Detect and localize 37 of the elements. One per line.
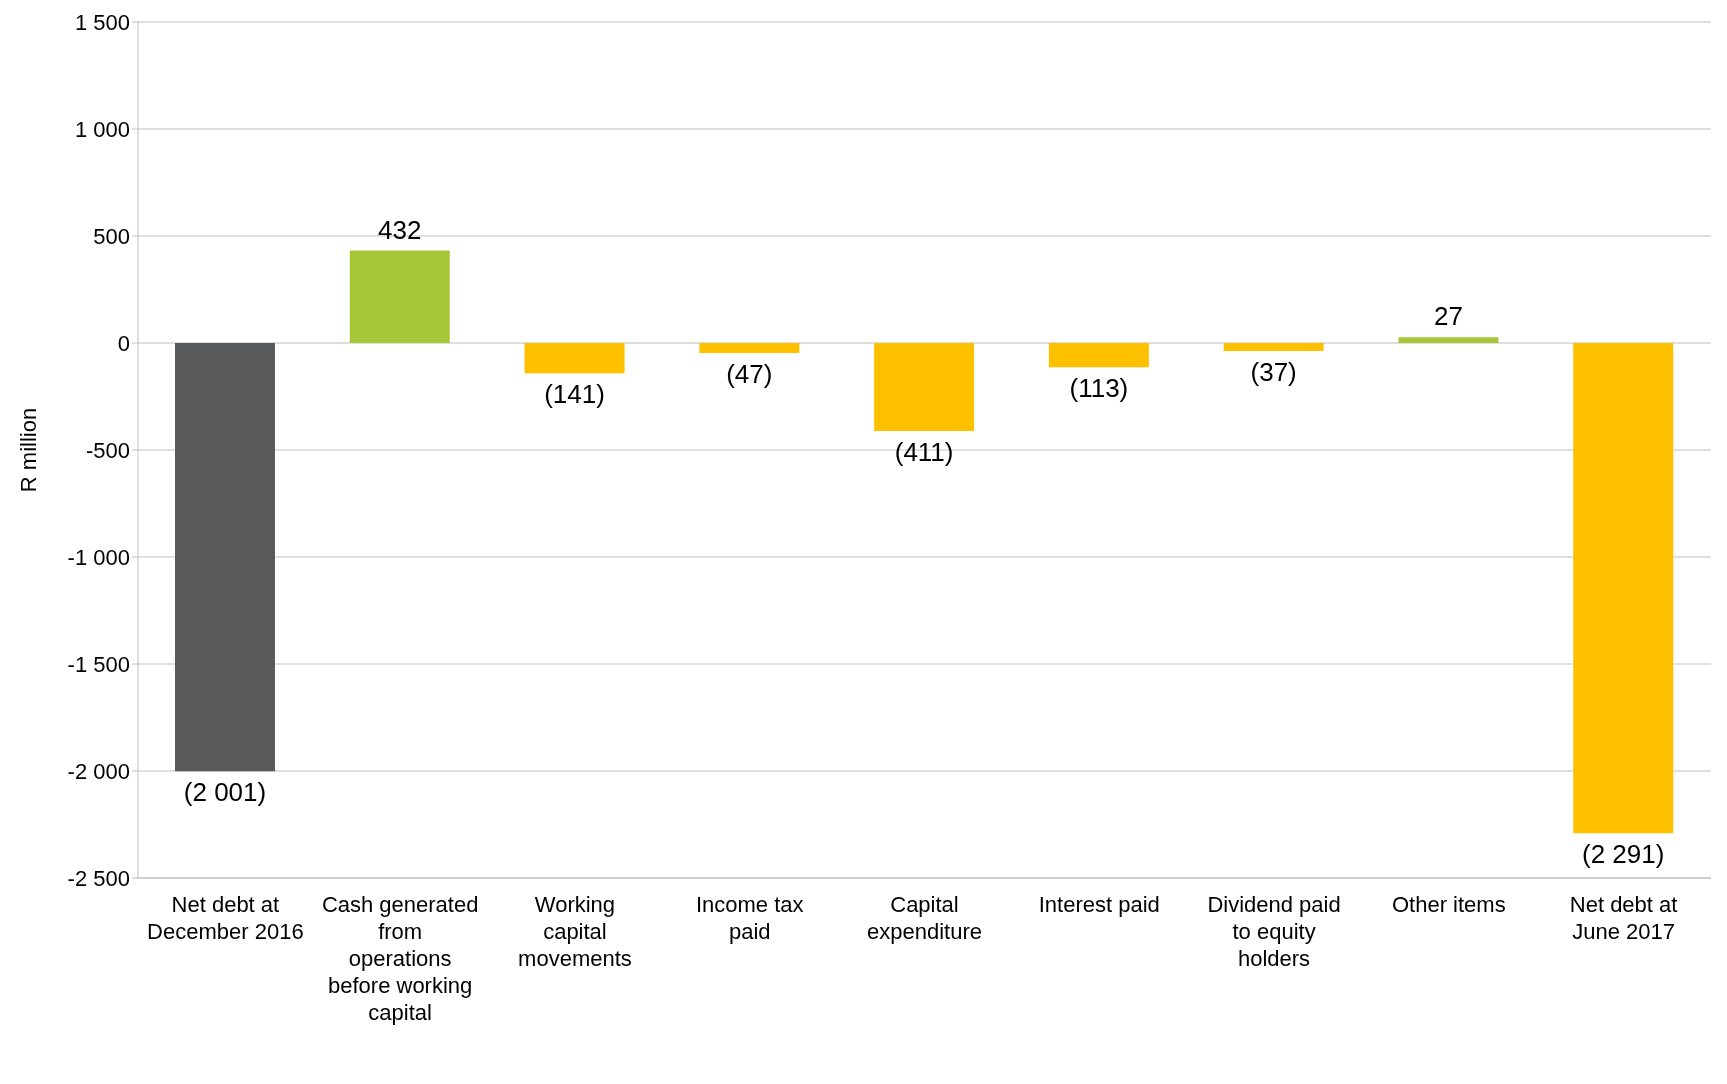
data-label: (141) [544,379,605,410]
bar [874,343,975,431]
bar [175,343,275,772]
data-label: 432 [378,214,422,245]
bar [524,343,625,374]
y-tick-label: 500 [93,223,130,249]
x-tick-label: Interest paid [1038,892,1160,917]
y-tick-label: -2 500 [67,865,130,891]
data-label: (2 291) [1582,839,1665,870]
y-tick-label: -500 [85,437,130,463]
x-tick-label: Net debt at December 2016 [147,892,304,944]
x-tick-label: Dividend paid to equity holders [1207,892,1341,971]
y-tick-label: 0 [117,330,130,356]
y-tick-label: -1 000 [67,544,130,570]
x-tick-label: Cash generated from operations before working capital [321,892,479,1025]
data-label: (47) [726,359,773,390]
bar [699,343,800,354]
y-tick-label: 1 000 [74,116,130,142]
y-axis-title: R million [15,407,41,493]
bar [349,250,450,343]
y-tick-label: -2 000 [67,758,130,784]
x-tick-label: Other items [1391,892,1506,917]
x-tick-label: Capital expenditure [867,892,982,944]
bar [1048,343,1149,368]
x-tick-label: Net debt at June 2017 [1569,892,1678,944]
bar [1398,337,1499,343]
bar [1223,343,1324,351]
data-label: 27 [1433,301,1463,332]
x-tick-label: Income tax paid [695,892,804,944]
data-label: (2 001) [183,777,267,808]
data-label: (411) [894,436,954,467]
data-label: (37) [1250,356,1297,387]
bar [1573,343,1674,834]
x-tick-label: Working capital movements [518,892,632,971]
y-tick-label: -1 500 [67,651,130,677]
y-tick-label: 1 500 [74,9,130,35]
data-label: (113) [1069,373,1129,404]
